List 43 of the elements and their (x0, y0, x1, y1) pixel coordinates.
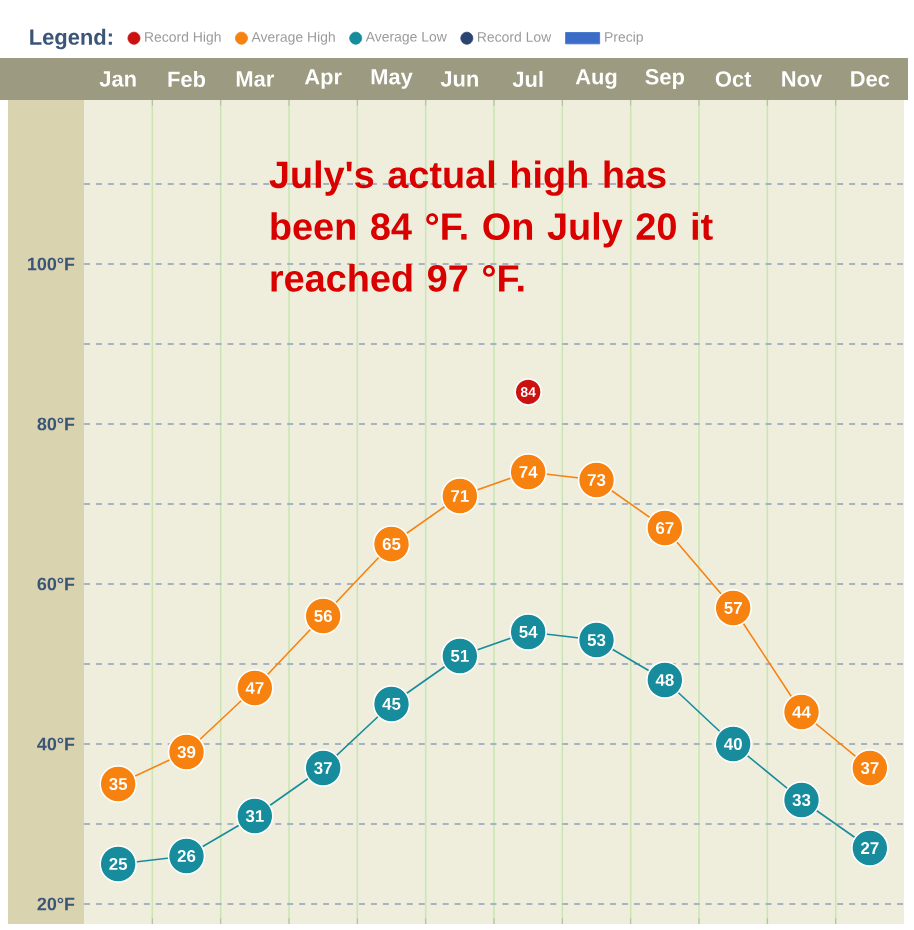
data-label: 56 (314, 610, 332, 622)
data-label: 37 (314, 762, 332, 774)
x-tick-label: Dec (851, 71, 890, 87)
data-label: 53 (587, 634, 606, 646)
x-tick-label: Sep (645, 69, 685, 89)
data-label: 35 (109, 778, 128, 790)
data-label: 67 (656, 522, 674, 534)
data-label: 65 (382, 538, 401, 550)
data-label: 47 (245, 682, 264, 694)
x-tick-label: Oct (715, 71, 752, 87)
data-label: 27 (861, 842, 879, 854)
data-label: 74 (519, 466, 538, 478)
x-tick-label: Feb (168, 70, 206, 88)
data-label: 45 (382, 698, 401, 710)
data-label: 25 (109, 858, 128, 870)
data-label: 39 (177, 746, 196, 758)
legend-title: Legend: (30, 28, 112, 50)
data-label: 51 (450, 650, 469, 662)
data-label: 44 (792, 706, 811, 718)
annotation: July's actual high has been 84 °F. On July 20 it reached 97 °F. (269, 160, 713, 292)
data-label: 48 (655, 674, 674, 686)
x-tick-label: Nov (782, 71, 823, 87)
data-label: 57 (724, 602, 742, 614)
x-tick-label: Jan (99, 71, 136, 87)
x-tick-label: Mar (236, 71, 274, 87)
y-tick-label: 60°F (37, 577, 75, 591)
data-label: 71 (451, 490, 469, 502)
data-label: 37 (860, 762, 879, 774)
data-label: 26 (177, 850, 196, 862)
x-tick-label: May (371, 69, 413, 89)
x-tick-label: Aug (575, 69, 617, 89)
y-tick-label: 40°F (37, 737, 75, 751)
y-tick-label: 20°F (37, 897, 75, 911)
y-tick-label: 80°F (37, 417, 75, 431)
y-tick-label: 100°F (28, 257, 75, 271)
x-tick-label: Jun (440, 71, 478, 87)
data-label: 73 (587, 474, 606, 486)
data-label: 40 (724, 738, 742, 750)
x-tick-label: Jul (512, 70, 543, 88)
data-label: 33 (792, 794, 811, 806)
data-label: 31 (245, 810, 264, 822)
x-tick-label: Apr (304, 69, 342, 89)
data-label: 54 (519, 626, 538, 638)
